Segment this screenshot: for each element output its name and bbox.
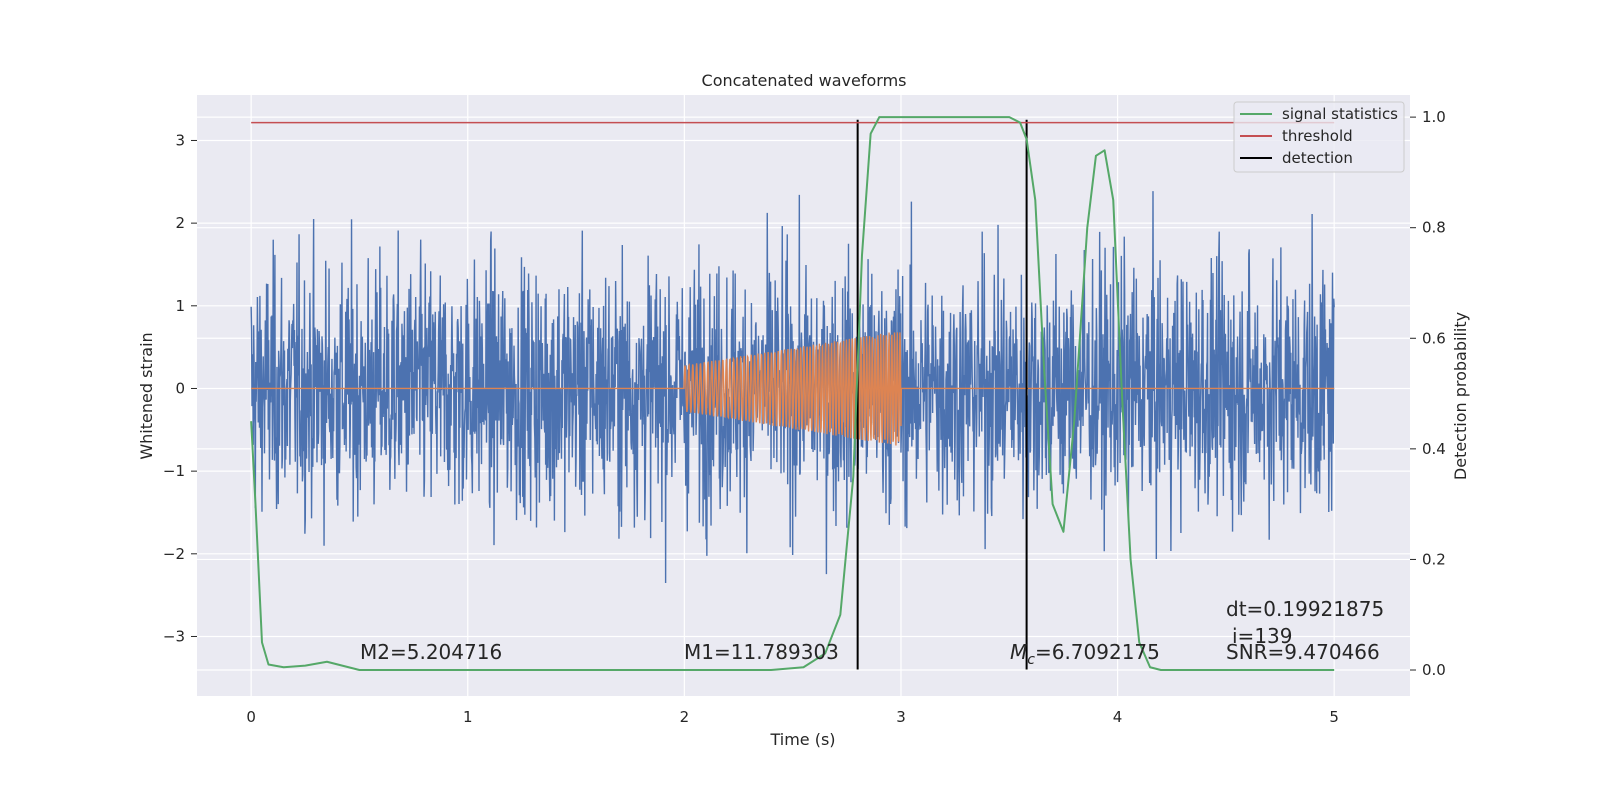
annotation-mc-symbol: M [1010, 640, 1027, 664]
annotation-mc-subscript: c [1027, 652, 1035, 668]
left-y-axis-ticks: −3 −2 −1 0 1 2 3 [163, 131, 197, 645]
left-y-tick-label: 2 [175, 214, 185, 232]
right-y-tick-label: 0.8 [1422, 219, 1446, 237]
plot-content [250, 116, 1335, 672]
right-y-tick-label: 0.4 [1422, 440, 1446, 458]
waveform-series-line [251, 332, 1335, 446]
x-axis-label: Time (s) [769, 730, 835, 749]
legend-box [1233, 101, 1405, 173]
signal-statistics-series-line [250, 116, 1335, 672]
right-y-tick-label: 1.0 [1422, 108, 1446, 126]
left-y-tick-label: 3 [175, 131, 185, 149]
annotation-mc: Mc=6.7092175 [1010, 640, 1160, 668]
x-tick-label: 2 [680, 708, 690, 726]
legend: signal statistics threshold detection [1233, 101, 1405, 173]
left-y-tick-label: −1 [163, 462, 185, 480]
annotation-snr: SNR=9.470466 [1226, 640, 1380, 664]
right-y-axis-label: Detection probability [1451, 312, 1470, 480]
legend-threshold-label: threshold [1282, 127, 1353, 145]
x-tick-label: 4 [1113, 708, 1123, 726]
left-y-tick-label: 1 [175, 297, 185, 315]
right-y-tick-label: 0.6 [1422, 329, 1446, 347]
annotation-i: i=139 [1232, 624, 1293, 648]
annotation-m1: M1=11.789303 [684, 640, 839, 664]
x-tick-label: 1 [463, 708, 473, 726]
left-y-tick-label: 0 [175, 379, 185, 397]
chart-title: Concatenated waveforms [702, 71, 907, 90]
annotation-m2: M2=5.204716 [360, 640, 502, 664]
x-tick-label: 0 [246, 708, 256, 726]
left-y-tick-label: −3 [163, 627, 185, 645]
noise-series-line [250, 191, 1335, 583]
legend-signal-statistics-label: signal statistics [1282, 105, 1398, 123]
left-y-tick-label: −2 [163, 545, 185, 563]
x-axis-ticks: 0 1 2 3 4 5 [246, 708, 1339, 726]
legend-detection-label: detection [1282, 149, 1353, 167]
right-y-axis-ticks: 0.0 0.2 0.4 0.6 0.8 1.0 [1410, 108, 1446, 679]
right-y-tick-label: 0.0 [1422, 661, 1446, 679]
x-tick-label: 3 [896, 708, 906, 726]
left-y-axis-label: Whitened strain [137, 332, 156, 459]
right-y-tick-label: 0.2 [1422, 550, 1446, 568]
detection-lines [856, 119, 1028, 670]
x-tick-label: 5 [1329, 708, 1339, 726]
annotations: M2=5.204716 M1=11.789303 Mc=6.7092175 dt… [360, 597, 1384, 668]
annotation-mc-value: =6.7092175 [1035, 640, 1160, 664]
annotation-dt: dt=0.19921875 [1226, 597, 1384, 621]
